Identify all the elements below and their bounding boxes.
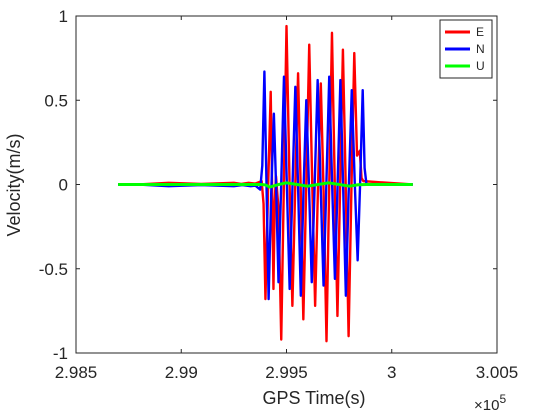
y-tick-label: -0.5	[39, 260, 68, 279]
plot-area	[76, 16, 497, 353]
legend-label-e: E	[476, 25, 484, 39]
x-axis-exponent-power: 5	[499, 392, 506, 406]
y-tick-label: -1	[53, 344, 68, 363]
y-axis-label: Velocity(m/s)	[4, 133, 24, 236]
x-tick-label: 2.995	[265, 363, 308, 382]
series-line-u	[118, 181, 413, 189]
legend-label-u: U	[476, 59, 485, 73]
y-tick-label: 0	[59, 176, 68, 195]
x-axis-exponent: ×105	[474, 392, 506, 414]
y-tick-label: 1	[59, 7, 68, 26]
x-axis-label: GPS Time(s)	[262, 388, 365, 408]
axes: 2.985 2.99 2.995 3 3.005 -1 -0.5 0 0.5 1	[39, 7, 519, 382]
legend-label-n: N	[476, 42, 485, 56]
x-tick-label: 3.005	[476, 363, 519, 382]
legend: ENU	[439, 19, 493, 79]
x-tick-label: 2.985	[55, 363, 98, 382]
x-tick-label: 2.99	[165, 363, 198, 382]
y-tick-label: 0.5	[44, 91, 68, 110]
x-tick-label: 3	[387, 363, 396, 382]
x-axis-exponent-base: ×10	[474, 397, 499, 414]
